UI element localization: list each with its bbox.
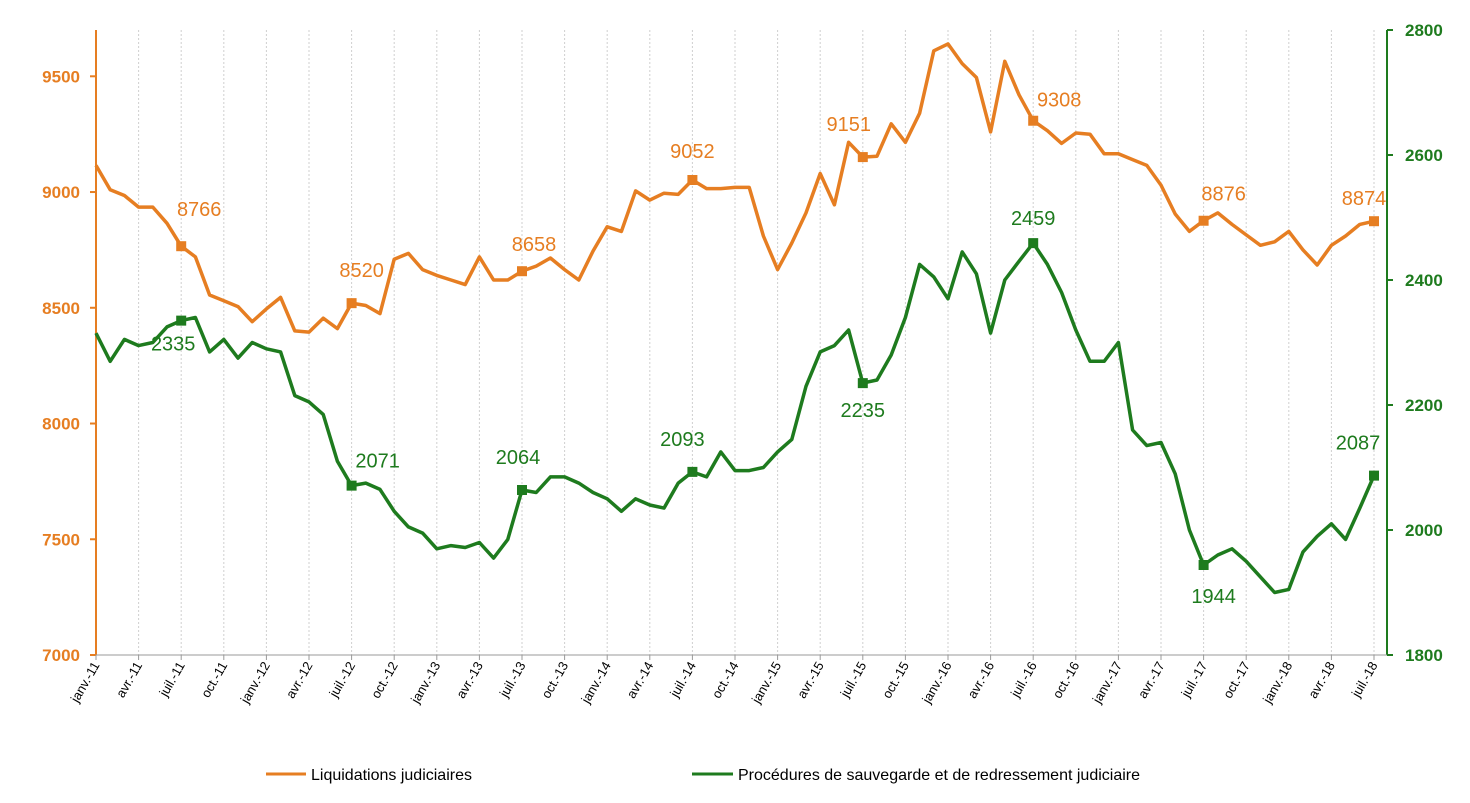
x-tick-label: juil.-16 [1007,659,1040,701]
data-marker [517,266,527,277]
data-label: 8658 [512,234,557,256]
x-axis-ticks: janv.-11 avr.-11 juil.-11 oct.-11 janv.-12 av… [67,655,1381,707]
x-tick-label: oct.-17 [1220,659,1253,701]
x-tick-label: oct.-13 [538,659,571,701]
x-tick-label: avr.-17 [1135,659,1168,701]
x-tick-label: oct.-16 [1050,659,1083,701]
x-tick-label: avr.-18 [1305,659,1338,701]
x-tick-label: oct.-14 [709,659,742,701]
x-tick-label: juil.-11 [156,659,188,700]
data-label: 8874 [1342,188,1387,210]
data-label: 2093 [660,429,705,451]
data-label: 8520 [339,260,384,282]
data-marker [346,480,357,491]
left-y-axis-ticks: 7000 7500 8000 8500 9000 9500 [42,67,96,665]
x-tick-label: avr.-13 [453,659,486,701]
right-tick-label: 2800 [1405,21,1443,40]
left-tick-label: 8500 [42,299,80,318]
series-lines [94,42,1376,595]
right-tick-label: 2000 [1405,521,1443,540]
left-tick-label: 7000 [42,646,80,665]
x-tick-label: oct.-11 [198,659,230,700]
x-tick-label: avr.-16 [964,659,997,701]
x-tick-label: avr.-14 [624,659,657,701]
data-marker [857,378,868,389]
x-tick-label: janv.-14 [578,659,614,707]
x-tick-label: janv.-17 [1089,659,1125,707]
left-tick-label: 9500 [42,67,80,86]
legend-label-liquidations: Liquidations judiciaires [311,767,472,784]
right-tick-label: 2400 [1405,271,1443,290]
right-tick-label: 1800 [1405,646,1443,665]
data-label: 2064 [496,447,541,469]
vertical-gridlines [138,30,1375,655]
data-marker [857,152,868,163]
data-marker [1028,115,1039,126]
x-tick-label: juil.-13 [496,659,529,701]
data-label: 8766 [177,199,222,221]
legend-item-sauvegarde: Procédures de sauvegarde et de redressem… [692,767,1140,784]
x-tick-label: janv.-12 [237,659,273,707]
data-label: 8876 [1201,184,1246,206]
legend-item-liquidations: Liquidations judiciaires [266,767,472,784]
data-label: 2087 [1336,433,1381,455]
left-tick-label: 7500 [42,530,80,549]
data-label: 2071 [355,451,400,473]
data-label: 9308 [1037,90,1082,112]
right-tick-label: 2600 [1405,146,1443,165]
x-tick-label: juil.-14 [666,659,699,701]
data-label: 2235 [841,400,886,422]
x-tick-label: janv.-11 [67,659,103,706]
x-tick-label: avr.-11 [113,659,145,700]
right-tick-label: 2200 [1405,396,1443,415]
series-line-1 [94,241,1376,595]
x-tick-label: juil.-17 [1178,659,1211,701]
legend: Liquidations judiciaires Procédures de s… [266,767,1140,784]
x-tick-label: janv.-18 [1259,659,1295,707]
data-marker [1198,215,1209,226]
x-tick-label: juil.-15 [837,659,870,701]
x-tick-label: oct.-12 [368,659,401,701]
series-line-0 [94,42,1375,334]
x-tick-label: juil.-12 [326,659,359,701]
data-marker [1369,216,1379,227]
data-marker [346,298,357,309]
left-tick-label: 8000 [42,415,80,434]
legend-label-sauvegarde: Procédures de sauvegarde et de redressem… [738,767,1140,784]
x-tick-label: janv.-15 [748,659,784,707]
x-tick-label: janv.-16 [918,659,954,707]
right-y-axis-ticks: 1800 2000 2200 2400 2600 2800 [1387,21,1443,665]
data-marker [687,466,698,477]
data-label: 9052 [670,141,715,163]
data-label: 2335 [151,334,196,356]
data-label: 1944 [1191,586,1236,608]
data-marker [176,241,187,252]
x-tick-label: janv.-13 [407,659,443,707]
data-marker [1028,238,1039,249]
data-label: 9151 [827,114,872,136]
x-tick-label: avr.-12 [283,659,316,701]
x-tick-label: oct.-15 [879,659,912,701]
data-marker [517,485,527,495]
data-labels: 8766 8520 8658 9052 9151 9308 8876 8874 2335 2071… [151,90,1386,608]
x-tick-label: avr.-15 [794,659,827,701]
data-marker [1369,470,1379,481]
data-marker [687,175,698,185]
x-tick-label: juil.-18 [1348,659,1381,701]
data-marker [176,315,187,326]
data-markers [176,115,1379,570]
data-marker [1198,560,1209,570]
data-label: 2459 [1011,208,1056,230]
left-tick-label: 9000 [42,183,80,202]
